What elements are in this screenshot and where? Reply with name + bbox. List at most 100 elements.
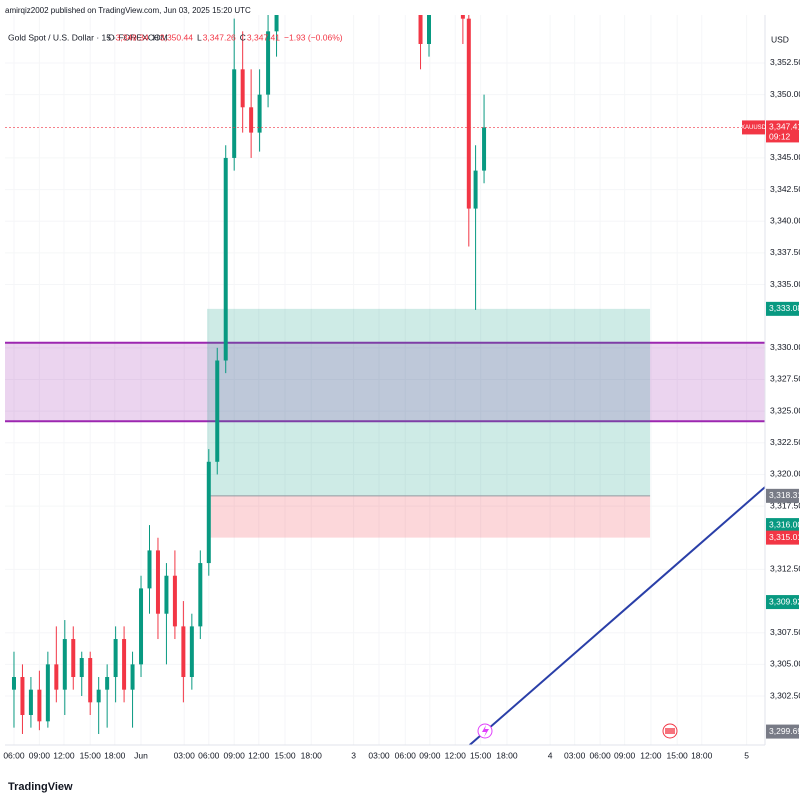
- y-tick-label: 3,312.50: [770, 564, 800, 574]
- candle-body: [79, 658, 84, 678]
- candle-body: [37, 689, 42, 722]
- candle-body: [45, 664, 50, 722]
- x-tick-label: 15:00: [667, 750, 689, 760]
- candle-body: [181, 626, 186, 678]
- x-tick-label: 15:00: [80, 750, 102, 760]
- x-tick-label: 06:00: [395, 750, 417, 760]
- candle-body: [223, 157, 228, 361]
- x-tick-label: 3: [351, 750, 356, 760]
- brand: TradingView: [8, 781, 73, 793]
- y-tick-label: 3,307.50: [770, 627, 800, 637]
- candle-body: [240, 69, 245, 108]
- x-tick-label: Jun: [134, 750, 148, 760]
- y-tick-label: 3,340.00: [770, 215, 800, 225]
- x-tick-label: 12:00: [53, 750, 75, 760]
- candle-body: [473, 170, 478, 209]
- x-tick-label: 5: [744, 750, 749, 760]
- price-tag: [766, 595, 799, 610]
- y-tick-label: 3,345.00: [770, 152, 800, 162]
- candle-body: [54, 664, 59, 690]
- ohlc-change: −1.93 (−0.06%): [284, 32, 343, 42]
- x-tick-label: 06:00: [198, 750, 220, 760]
- x-tick-label: 15:00: [470, 750, 492, 760]
- price-tag-label: 3,299.69: [769, 726, 800, 736]
- x-tick-label: 18:00: [301, 750, 323, 760]
- x-tick-label: 03:00: [174, 750, 196, 760]
- y-tick-label: 3,322.50: [770, 437, 800, 447]
- x-tick-label: 09:00: [29, 750, 51, 760]
- currency: USD: [771, 34, 789, 44]
- price-tag: [766, 530, 799, 545]
- axes: 3,352.50 3,350.00 3,345.00 3,342.50 3,340.00…: [3, 57, 800, 760]
- last-price-tag: [766, 120, 799, 143]
- price-tag-label: 3,318.31: [769, 490, 800, 500]
- price-tag: [766, 724, 799, 739]
- price-tag: [766, 518, 799, 533]
- candle-body: [122, 639, 127, 690]
- candle-body: [11, 677, 16, 690]
- y-tick-label: 3,330.00: [770, 342, 800, 352]
- candle-body: [62, 639, 67, 690]
- ohlc-value: 3,349.34: [116, 32, 149, 42]
- candle-body: [249, 107, 254, 133]
- candle-body: [105, 677, 110, 690]
- price-tag-label: 3,316.00: [769, 519, 800, 529]
- candle-body: [164, 575, 169, 614]
- candle-body: [232, 69, 237, 158]
- x-tick-label: 18:00: [496, 750, 518, 760]
- ohlc-legend: O 3,349.34 H 3,350.44 L 3,347.26 C 3,347.41 −1.9…: [108, 32, 343, 42]
- candle-body: [427, 15, 432, 44]
- x-tick-label: 03:00: [564, 750, 586, 760]
- last-price-label: 3,347.41: [769, 122, 800, 132]
- ohlc-value: 3,347.26: [203, 32, 236, 42]
- candle-body: [113, 639, 118, 678]
- candle-body: [418, 15, 423, 44]
- candle-body: [28, 689, 33, 715]
- x-tick-label: 18:00: [104, 750, 126, 760]
- x-tick-label: 06:00: [3, 750, 25, 760]
- x-tick-label: 03:00: [368, 750, 390, 760]
- price-tag-label: 3,309.92: [769, 596, 800, 606]
- ohlc-value: 3,347.41: [247, 32, 280, 42]
- candle-body: [139, 588, 144, 665]
- y-tick-label: 3,335.00: [770, 279, 800, 289]
- y-tick-label: 3,305.00: [770, 659, 800, 669]
- y-tick-label: 3,327.50: [770, 374, 800, 384]
- candle-body: [96, 689, 101, 703]
- candle-body: [189, 626, 194, 678]
- trendline: [468, 486, 765, 745]
- countdown: 09:12: [769, 132, 791, 142]
- x-tick-label: 09:00: [224, 750, 246, 760]
- y-tick-label: 3,342.50: [770, 184, 800, 194]
- published: amirqiz2002 published on TradingView.com…: [5, 6, 251, 15]
- ohlc-key: O: [108, 32, 115, 42]
- ohlc-key: L: [197, 32, 202, 42]
- candle-body: [155, 550, 160, 614]
- price-tag-label: 3,315.01: [769, 532, 800, 542]
- x-tick-label: 12:00: [248, 750, 270, 760]
- flag-icon: [665, 728, 675, 734]
- x-tick-label: 09:00: [614, 750, 636, 760]
- symbol: Gold Spot / U.S. Dollar · 15 · FOREXCOM: [8, 32, 168, 42]
- candle-body: [266, 31, 271, 95]
- candle-body: [206, 461, 211, 564]
- y-tick-label: 3,320.00: [770, 469, 800, 479]
- ohlc-key: C: [240, 32, 246, 42]
- price-tag: [766, 488, 799, 503]
- y-tick-label: 3,302.50: [770, 690, 800, 700]
- candle-body: [198, 563, 203, 627]
- candle-body: [466, 18, 471, 209]
- candle-body: [482, 127, 487, 171]
- stop-area: [207, 495, 651, 538]
- candle-body: [215, 360, 220, 462]
- ohlc-value: 3,350.44: [160, 32, 193, 42]
- zone: [5, 342, 765, 422]
- candle-body: [460, 15, 465, 19]
- x-tick-label: 18:00: [691, 750, 713, 760]
- candle-body: [274, 15, 279, 32]
- candle-body: [257, 94, 262, 133]
- candle-body: [88, 658, 93, 703]
- x-tick-label: 4: [548, 750, 553, 760]
- x-tick-label: 06:00: [589, 750, 611, 760]
